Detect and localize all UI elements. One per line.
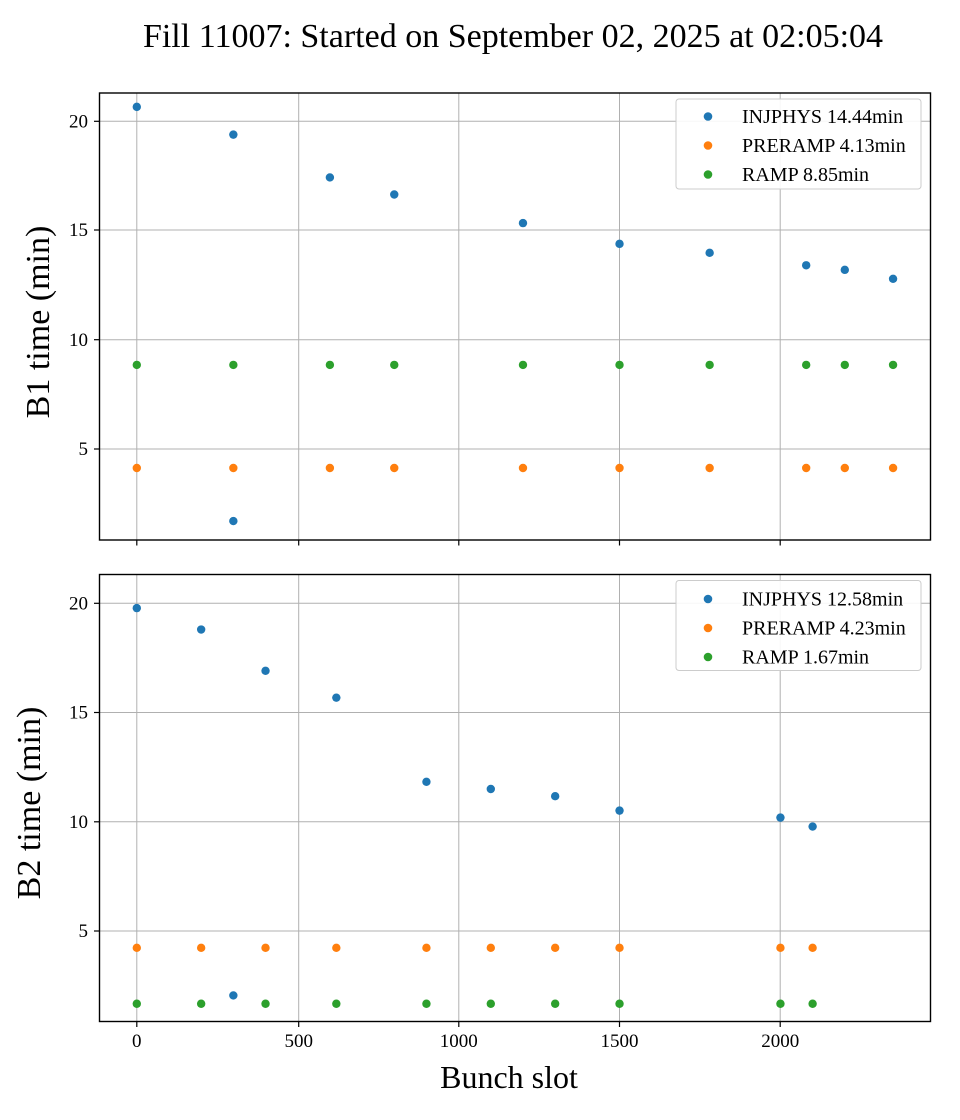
svg-text:PRERAMP 4.13min: PRERAMP 4.13min — [742, 135, 906, 157]
svg-text:20: 20 — [69, 594, 88, 615]
svg-text:1500: 1500 — [601, 1031, 639, 1052]
svg-text:0: 0 — [132, 1031, 142, 1052]
svg-text:PRERAMP 4.23min: PRERAMP 4.23min — [742, 618, 906, 640]
svg-text:1000: 1000 — [440, 1031, 478, 1052]
svg-text:RAMP 8.85min: RAMP 8.85min — [742, 164, 869, 186]
svg-text:Bunch slot: Bunch slot — [440, 1059, 578, 1095]
svg-text:15: 15 — [69, 220, 88, 241]
svg-text:500: 500 — [284, 1031, 313, 1052]
svg-text:5: 5 — [79, 921, 89, 942]
svg-text:5: 5 — [79, 439, 89, 460]
svg-text:B2 time (min): B2 time (min) — [11, 707, 48, 900]
svg-text:10: 10 — [69, 812, 88, 833]
svg-text:Fill 11007: Started on Septemb: Fill 11007: Started on September 02, 202… — [143, 18, 883, 55]
svg-text:15: 15 — [69, 703, 88, 724]
svg-text:RAMP 1.67min: RAMP 1.67min — [742, 647, 869, 669]
svg-text:20: 20 — [69, 112, 88, 133]
svg-text:B1 time (min): B1 time (min) — [20, 226, 57, 419]
svg-text:2000: 2000 — [761, 1031, 799, 1052]
svg-text:INJPHYS 14.44min: INJPHYS 14.44min — [742, 106, 903, 128]
svg-text:10: 10 — [69, 330, 88, 351]
svg-text:INJPHYS 12.58min: INJPHYS 12.58min — [742, 589, 903, 611]
